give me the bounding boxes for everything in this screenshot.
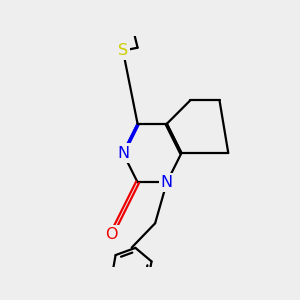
Text: O: O bbox=[105, 227, 118, 242]
Text: S: S bbox=[118, 43, 128, 58]
Text: N: N bbox=[161, 175, 173, 190]
Text: N: N bbox=[117, 146, 129, 160]
